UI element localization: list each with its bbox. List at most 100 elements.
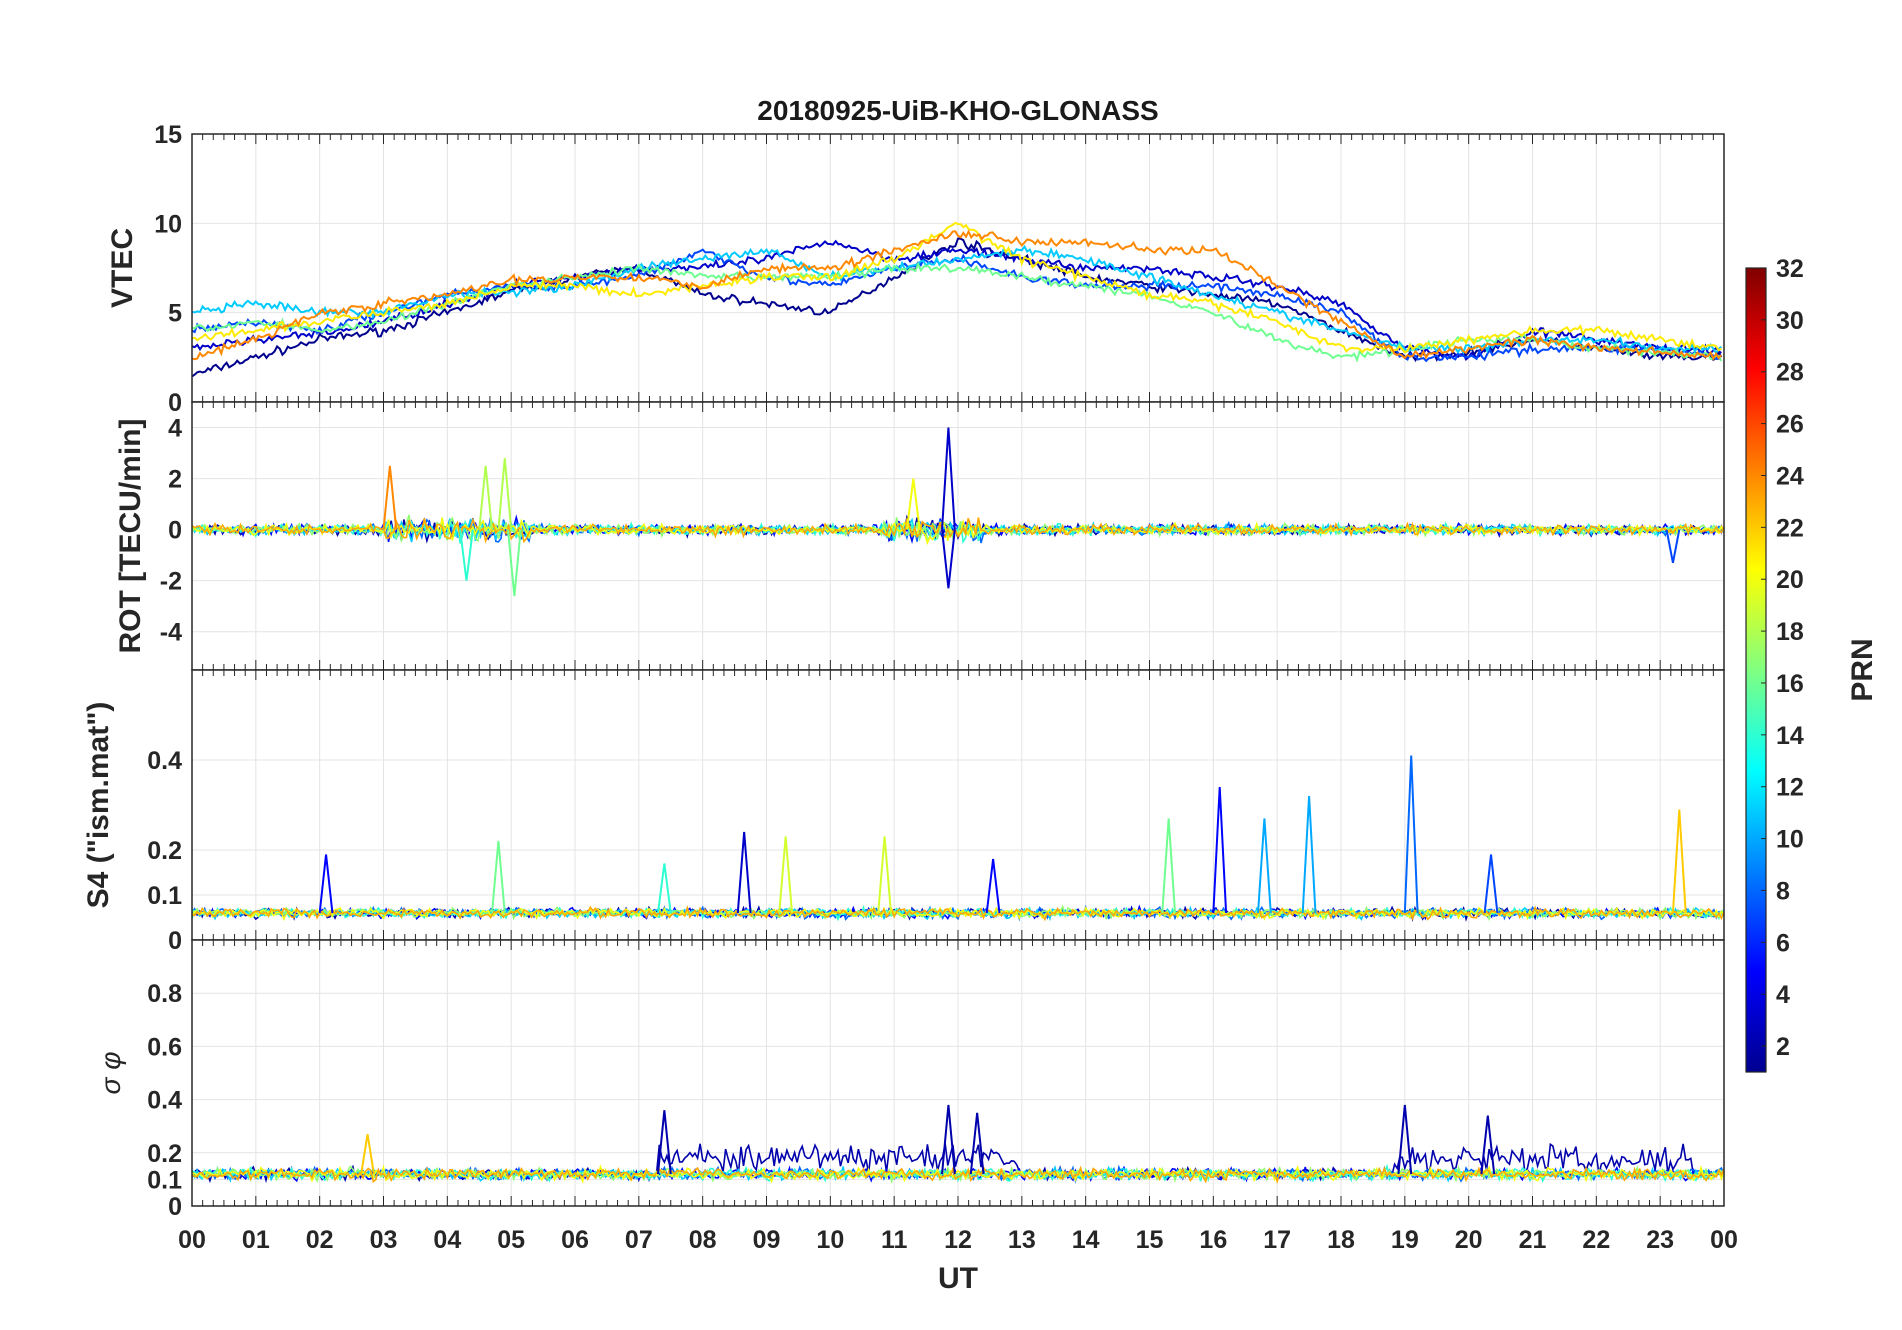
- spike-mark: [1403, 755, 1419, 914]
- x-tick-label: 17: [1263, 1226, 1291, 1254]
- colorbar-tick-label: 24: [1776, 462, 1804, 490]
- data-traces: [191, 1104, 1725, 1185]
- spike-mark: [382, 465, 398, 530]
- colorbar-tick-label: 12: [1776, 774, 1804, 802]
- spike-mark: [985, 858, 1001, 914]
- vtec-trace-prn-11: [191, 244, 1722, 356]
- colorbar-tick-label: 30: [1776, 307, 1804, 335]
- spike-mark: [877, 836, 892, 914]
- x-axis-label: UT: [938, 1262, 978, 1295]
- spike-mark: [905, 478, 921, 530]
- x-tick-label: 23: [1646, 1226, 1674, 1254]
- colorbar-tick-label: 6: [1776, 929, 1790, 957]
- colorbar-tick-label: 26: [1776, 411, 1804, 439]
- y-tick-label: -4: [160, 619, 182, 647]
- chart-title: 20180925-UiB-KHO-GLONASS: [757, 95, 1158, 126]
- y-tick-label: 0: [168, 389, 182, 417]
- spike-mark: [459, 529, 474, 581]
- trace-prn-23: [191, 1165, 1725, 1185]
- data-traces: [191, 755, 1725, 923]
- colorbar-tick-label: 16: [1776, 670, 1804, 698]
- colorbar-tick-label: 4: [1776, 981, 1790, 1009]
- panel-1: 0 5 10 15 VTEC: [106, 121, 1725, 417]
- x-tick-label: 19: [1391, 1226, 1419, 1254]
- spike-mark: [656, 863, 672, 914]
- spike-mark: [1161, 818, 1177, 914]
- x-tick-label: 04: [433, 1226, 461, 1254]
- spike-mark: [497, 458, 513, 530]
- trace-prn-23: [191, 905, 1725, 922]
- panel-2: -4 -2 0 2 4 ROT [TECU/min]: [114, 401, 1725, 671]
- spike-mark: [1480, 1115, 1496, 1175]
- y-tick-label: 0.1: [147, 882, 182, 910]
- y-axis-label: ROT [TECU/min]: [114, 419, 147, 654]
- trace-prn-23: [191, 517, 1725, 544]
- colorbar-tick-label: 2: [1776, 1033, 1790, 1061]
- spike-mark: [941, 1104, 956, 1175]
- y-tick-label: 15: [154, 121, 182, 149]
- spike-mark: [1483, 854, 1499, 914]
- x-tick-label: 11: [881, 1226, 908, 1254]
- data-traces: [191, 221, 1723, 378]
- x-tick-label: 20: [1455, 1226, 1483, 1254]
- colorbar-tick-label: 32: [1776, 255, 1804, 283]
- panel-3: 0 0.1 0.2 0.4 S4 ("ism.mat"): [82, 669, 1725, 955]
- spike-mark: [506, 529, 522, 597]
- spike-mark: [360, 1134, 375, 1175]
- spike-mark: [1671, 809, 1687, 914]
- y-tick-label: 0.1: [147, 1166, 182, 1194]
- x-tick-label: 22: [1582, 1226, 1610, 1254]
- vtec-trace-prn-21: [191, 221, 1722, 354]
- x-tick-label: 10: [816, 1226, 844, 1254]
- x-tick-label: 00: [1710, 1226, 1738, 1254]
- spike-mark: [318, 854, 334, 914]
- colorbar-tick-label: 10: [1776, 826, 1804, 854]
- y-tick-label: 4: [168, 415, 182, 443]
- spike-mark: [1301, 795, 1317, 914]
- colorbar-tick-label: 18: [1776, 618, 1804, 646]
- vtec-trace-prn-1: [191, 237, 1723, 378]
- colorbar-tick-label: 20: [1776, 566, 1804, 594]
- spike-mark: [969, 1112, 985, 1175]
- vtec-trace-prn-24: [191, 229, 1723, 362]
- data-traces: [191, 427, 1725, 597]
- spike-mark: [491, 840, 506, 914]
- y-tick-label: 0.4: [147, 1087, 182, 1115]
- spike-mark: [1665, 529, 1681, 563]
- colorbar-label: PRN: [1846, 638, 1879, 701]
- y-tick-label: 0: [168, 927, 182, 955]
- colorbar-tick-label: 28: [1776, 359, 1804, 387]
- panel-4: 00.10.2 0.4 0.6 0.8 σ φ: [95, 939, 1725, 1221]
- colorbar-gradient: [1745, 267, 1767, 1073]
- y-tick-label: 0.6: [147, 1033, 182, 1061]
- x-tick-label: 00: [178, 1226, 206, 1254]
- y-tick-label: 0.8: [147, 980, 182, 1008]
- spike-mark: [941, 529, 956, 589]
- trace-prn-20: [191, 1164, 1725, 1184]
- x-tick-label: 13: [1008, 1226, 1036, 1254]
- y-tick-label: 10: [154, 210, 182, 238]
- x-tick-label: 16: [1199, 1226, 1227, 1254]
- y-tick-label: 0: [168, 517, 182, 545]
- colorbar-tick-label: 14: [1776, 722, 1804, 750]
- x-tick-label: 03: [370, 1226, 398, 1254]
- x-tick-label: 02: [306, 1226, 334, 1254]
- x-tick-label: 09: [753, 1226, 781, 1254]
- x-tick-label: 12: [944, 1226, 972, 1254]
- spike-mark: [1397, 1104, 1413, 1175]
- spike-mark: [778, 836, 794, 914]
- y-axis-label: VTEC: [106, 228, 139, 308]
- x-tick-label: 15: [1136, 1226, 1164, 1254]
- y-tick-label: -2: [160, 568, 182, 596]
- y-tick-label: 5: [168, 300, 182, 328]
- y-tick-label: 0: [168, 1193, 182, 1221]
- y-axis-label: σ φ: [95, 1052, 126, 1095]
- spike-mark: [1257, 818, 1272, 914]
- y-tick-label: 0.4: [147, 747, 182, 775]
- spike-mark: [478, 465, 494, 530]
- spike-mark: [656, 1110, 672, 1175]
- x-tick-label: 08: [689, 1226, 717, 1254]
